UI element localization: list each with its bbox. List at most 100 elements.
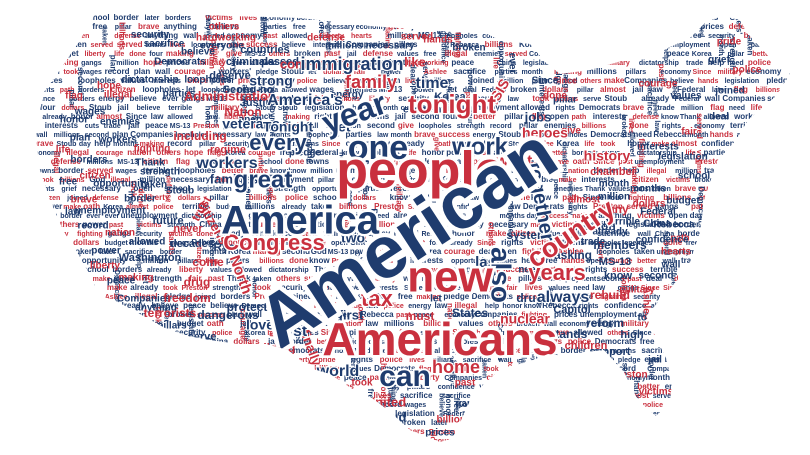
- word-filler-confidence: confidence: [536, 366, 545, 409]
- word-filler-opportunity: opportunity: [768, 321, 807, 328]
- word-filler-served: served: [56, 384, 79, 391]
- word-filler-illegal: illegal: [794, 105, 810, 112]
- word-filler-month: month: [717, 34, 724, 55]
- word-filler-preston: Preston: [374, 202, 404, 211]
- word-filler-democrats: Democrats: [374, 364, 416, 373]
- word-filler-anything: anything: [494, 148, 527, 157]
- word-filler-dollars: dollars: [323, 69, 346, 76]
- word-filler-interests: interests: [731, 168, 760, 175]
- word-filler-stoub: Stoub: [256, 105, 276, 112]
- word-filler-taken: taken: [746, 35, 755, 56]
- word-filler-police: police: [499, 346, 523, 355]
- word-filler-peace: peace: [336, 314, 343, 334]
- word-filler-since: Since: [126, 112, 148, 121]
- word-filler-help: help: [708, 58, 725, 67]
- word-filler-taken: taken: [253, 276, 271, 283]
- word-filler-hope: hope: [38, 355, 58, 364]
- word-filler-border: border: [735, 256, 760, 265]
- word-filler-military: military: [177, 420, 202, 427]
- word-filler-ms-13: MS-13: [117, 159, 138, 166]
- word-filler-sacrifice: sacrifice: [74, 393, 103, 400]
- word-filler-terrible: terrible: [650, 265, 678, 274]
- word-filler-free: free: [92, 22, 107, 31]
- word-filler-rights: rights: [543, 168, 563, 175]
- word-filler-took: took: [219, 438, 234, 445]
- word-filler-joined: joined: [112, 276, 134, 283]
- word-filler-took: took: [601, 141, 616, 148]
- word-filler-others: others: [156, 148, 181, 157]
- word-help: help: [364, 252, 387, 264]
- word-filler-towns: towns: [306, 157, 330, 166]
- word-filler-borders: borders: [678, 229, 708, 238]
- word-filler-federal: Federal: [145, 420, 170, 427]
- word-filler-others: others: [400, 427, 425, 436]
- word-filler-enemies: enemies: [555, 186, 583, 193]
- word-filler-border: border: [160, 249, 182, 256]
- word-filler-security: security: [780, 265, 810, 274]
- word-almost: almost: [568, 195, 601, 206]
- word-workers: workers: [195, 155, 257, 172]
- word-filler-fighting: fighting: [628, 195, 654, 202]
- word-filler-hardworking: hardworking: [493, 258, 500, 300]
- word-filler-budget: budget: [760, 284, 769, 311]
- word-filler-trade: trade: [90, 355, 110, 364]
- word-filler-defense: defense: [164, 176, 171, 203]
- word-filler-plan: plan: [493, 402, 507, 409]
- word-filler-school: school: [286, 374, 295, 400]
- word-fighting: fighting: [134, 144, 171, 155]
- word-filler-preston: Preston: [593, 202, 623, 211]
- word-filler-since: Since: [404, 285, 423, 292]
- word-filler-security: security: [175, 328, 206, 337]
- word-filler-loopholes: loopholes: [306, 132, 339, 139]
- word-filler-ashlee: Ashlee: [165, 375, 188, 382]
- word-everyone: everyone: [200, 41, 244, 52]
- word-halo: history: [584, 148, 631, 164]
- word-believe: believe: [181, 47, 215, 58]
- word-filler-nation: nation: [340, 321, 361, 328]
- word-filler-dollars: dollars: [542, 85, 569, 94]
- word-filler-preston: Preston: [193, 123, 219, 130]
- word-filler-gangs: gangs: [758, 211, 782, 220]
- word-serve: serve: [188, 331, 217, 343]
- word-filler-strength: strength: [58, 364, 90, 373]
- word-filler-power: power: [791, 69, 810, 76]
- word-filler-necessary: necessary: [171, 175, 211, 184]
- word-filler-four: four: [429, 240, 443, 247]
- word-filler-life: life: [406, 150, 416, 157]
- word-filler-nation: nation: [568, 168, 589, 175]
- word-filler-terrible: terrible: [588, 220, 616, 229]
- word-filler-honor: honor: [733, 184, 756, 193]
- word-filler-flag: flag: [759, 310, 773, 319]
- word-filler-month: month: [390, 132, 411, 139]
- word-filler-believe: believe: [130, 94, 158, 103]
- word-filler-victims: victims: [439, 195, 463, 202]
- word-filler-flag: flag: [532, 112, 546, 121]
- word-unemployment: unemployment: [74, 206, 146, 217]
- word-filler-brave: brave: [240, 375, 259, 382]
- word-filler-interests: interests: [538, 82, 547, 116]
- word-taken: taken: [141, 180, 167, 191]
- word-filler-need: need: [273, 424, 280, 440]
- word-filler-citizen: citizen: [634, 175, 659, 184]
- word-filler-pillar: pillar: [495, 337, 514, 346]
- word-filler-hands: hands: [476, 330, 497, 337]
- word-members: members: [593, 238, 647, 252]
- word-filler-wall: wall: [33, 132, 47, 139]
- word-filler-let: let: [448, 85, 458, 94]
- word-filler-took: took: [63, 69, 78, 76]
- word-filler-since: Since: [385, 238, 407, 247]
- word-filler-already: already: [443, 33, 450, 58]
- word-filler-later: later: [789, 87, 804, 94]
- word-filler-dictatorship: dictatorship: [782, 31, 810, 40]
- word-filler-companies: Companies: [563, 60, 601, 67]
- word-filler-federal: Federal: [315, 211, 343, 220]
- word-filler-took: took: [406, 438, 421, 445]
- word-filler-dictatorship: dictatorship: [639, 60, 679, 67]
- word-filler-sacrifice: sacrifice: [786, 213, 810, 220]
- word-filler-prices: prices: [765, 195, 786, 202]
- word-filler-know: know: [390, 193, 411, 202]
- word-filler-ms-13: MS-13: [245, 51, 266, 58]
- word-filler-towns: towns: [366, 112, 390, 121]
- word-filler-stoub: Stoub: [258, 17, 265, 37]
- word-filler-terrible: terrible: [41, 240, 65, 247]
